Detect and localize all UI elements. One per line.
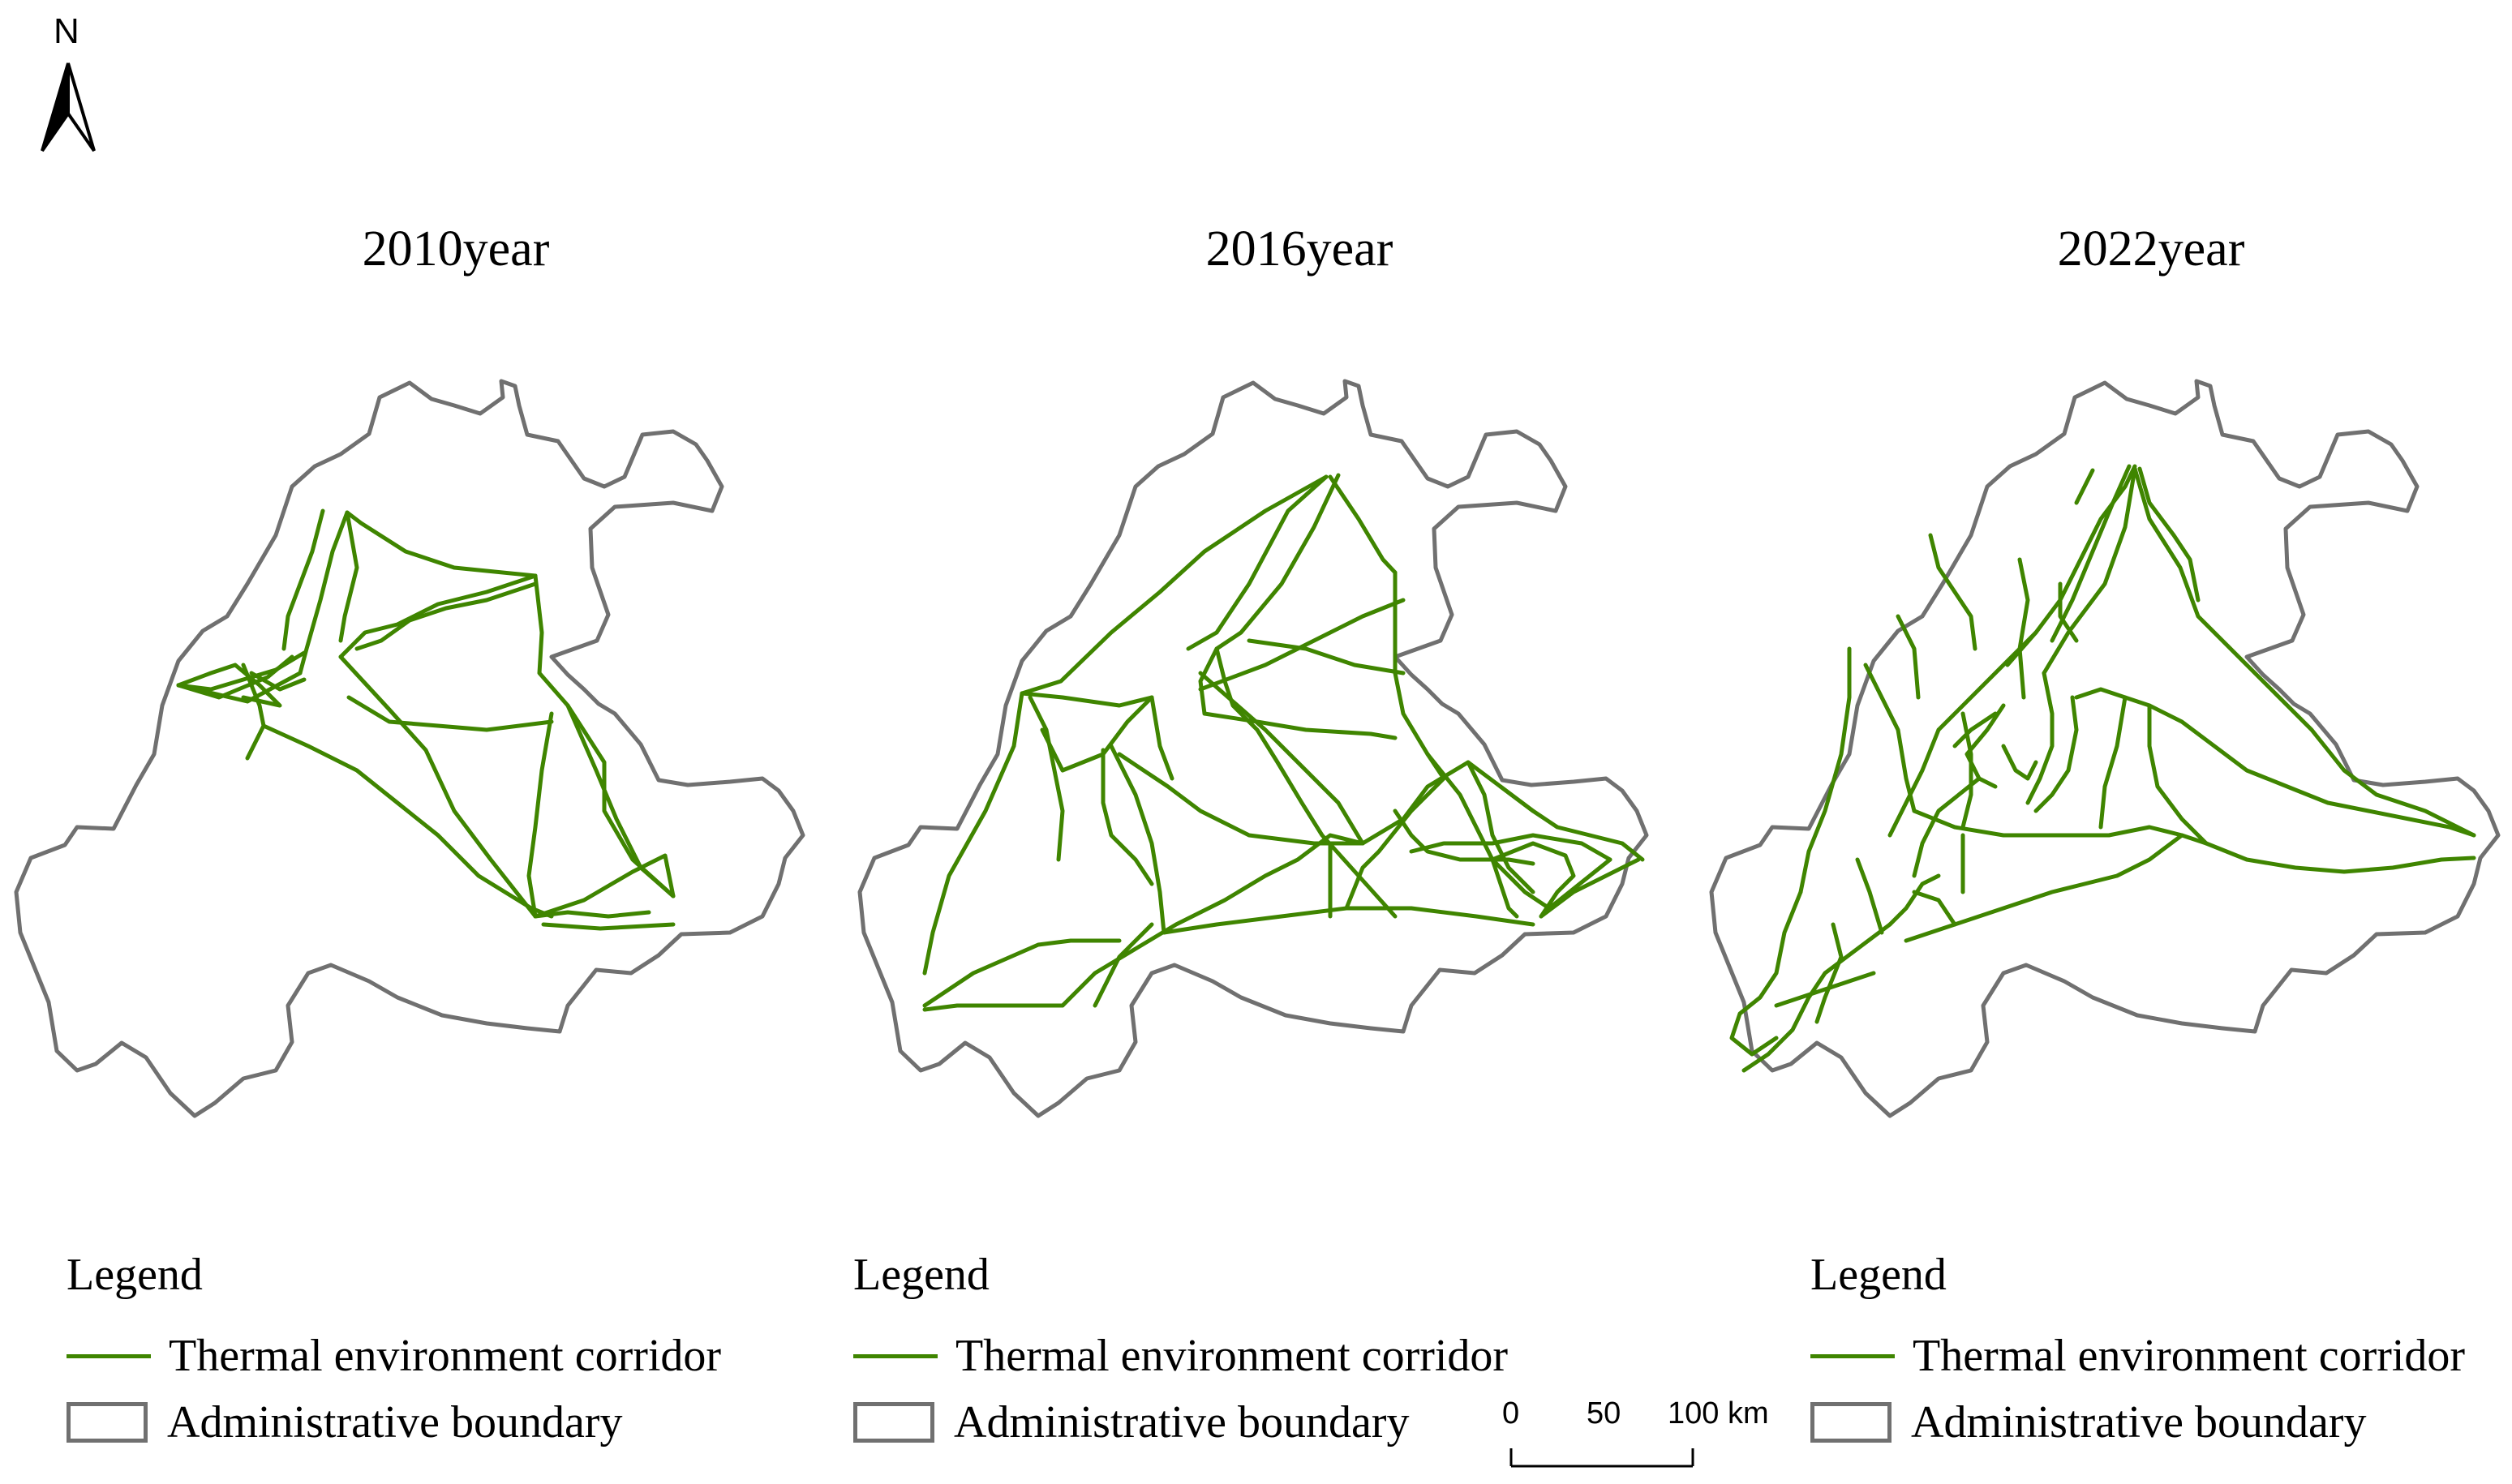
legend-corridor-label: Thermal environment corridor xyxy=(169,1331,722,1381)
legend-title: Legend xyxy=(1810,1250,1947,1300)
legend-2010: Legend Thermal environment corridor Admi… xyxy=(67,1249,721,1463)
map-panel-2022 xyxy=(1711,381,2498,1116)
legend-item-boundary: Administrative boundary xyxy=(853,1396,1508,1448)
legend-corridor-label: Thermal environment corridor xyxy=(1913,1331,2466,1381)
legend-item-boundary: Administrative boundary xyxy=(67,1396,721,1448)
scale-label-0: 0 xyxy=(1502,1396,1520,1430)
panel-title-2010: 2010year xyxy=(362,221,550,277)
legend-2016: Legend Thermal environment corridor Admi… xyxy=(853,1249,1508,1463)
administrative-boundary xyxy=(1711,381,2498,1116)
corridor-swatch xyxy=(1810,1353,1895,1358)
corridor-swatch xyxy=(853,1353,938,1358)
boundary-swatch xyxy=(67,1402,148,1443)
panel-title-2022: 2022year xyxy=(2057,221,2245,277)
legend-item-corridor: Thermal environment corridor xyxy=(1810,1330,2465,1382)
north-label: N xyxy=(54,11,79,51)
corridor-swatch xyxy=(67,1353,151,1358)
legend-item-corridor: Thermal environment corridor xyxy=(853,1330,1508,1382)
legend-item-boundary: Administrative boundary xyxy=(1810,1396,2465,1448)
scale-label-50: 50 xyxy=(1587,1396,1621,1430)
legend-boundary-label: Administrative boundary xyxy=(167,1397,623,1448)
legend-boundary-label: Administrative boundary xyxy=(1911,1397,2367,1448)
legend-corridor-label: Thermal environment corridor xyxy=(955,1331,1509,1381)
north-arrow-icon xyxy=(41,62,96,152)
map-panel-2010 xyxy=(16,381,803,1116)
map-panel-2016 xyxy=(860,381,1647,1116)
administrative-boundary xyxy=(16,381,803,1116)
legend-2022: Legend Thermal environment corridor Admi… xyxy=(1810,1249,2465,1463)
legend-boundary-label: Administrative boundary xyxy=(954,1397,1410,1448)
legend-title: Legend xyxy=(67,1250,203,1300)
boundary-swatch xyxy=(853,1402,934,1443)
legend-title: Legend xyxy=(853,1250,990,1300)
boundary-swatch xyxy=(1810,1402,1892,1443)
corridor-network xyxy=(176,508,676,931)
scale-label-100: 100 km xyxy=(1668,1396,1769,1430)
scale-bar xyxy=(1509,1448,1694,1468)
legend-item-corridor: Thermal environment corridor xyxy=(67,1330,721,1382)
corridor-network xyxy=(922,473,1645,1012)
corridor-network xyxy=(1729,464,2476,1073)
panel-title-2016: 2016year xyxy=(1205,221,1393,277)
